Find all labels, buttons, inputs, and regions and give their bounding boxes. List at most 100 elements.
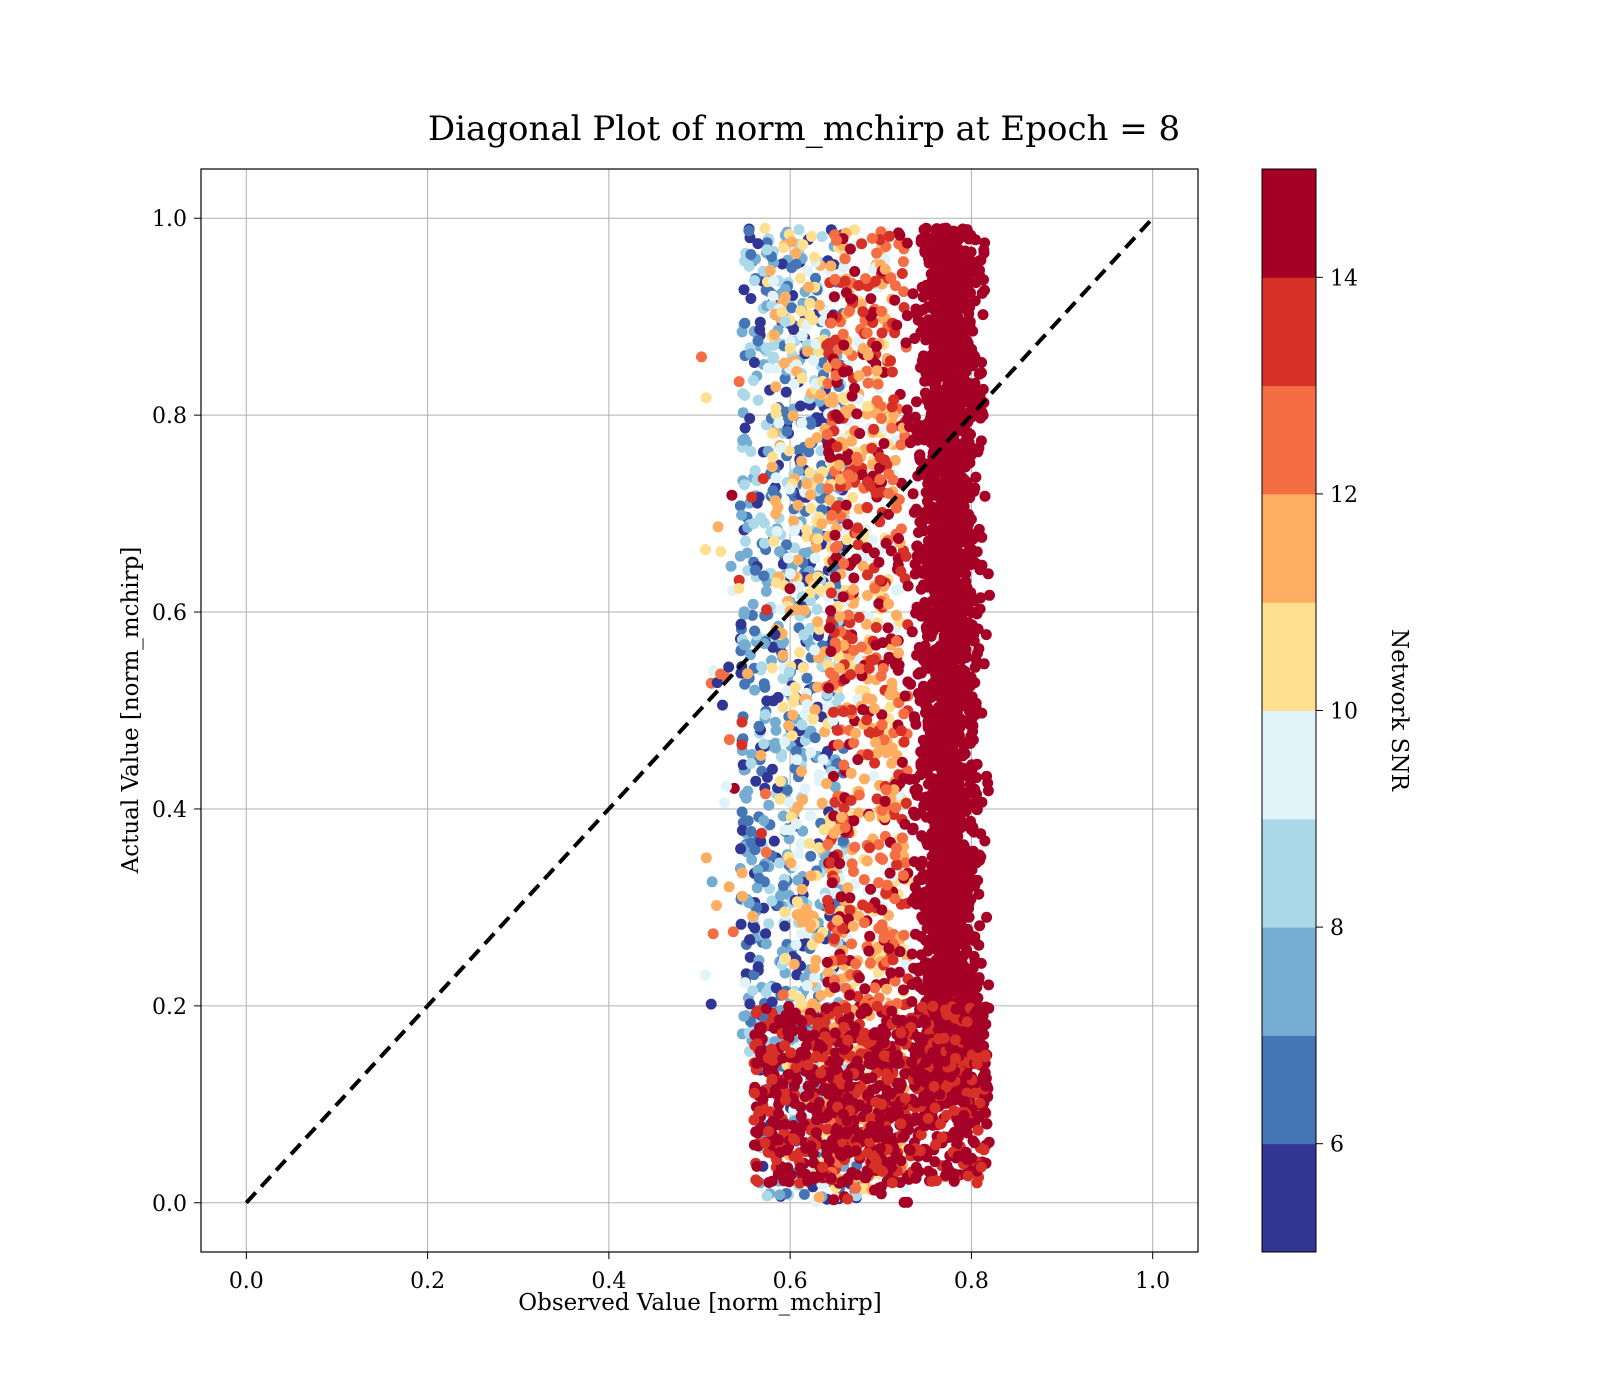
scatter-point [781, 426, 793, 437]
scatter-point [827, 714, 839, 726]
scatter-point [885, 355, 896, 367]
scatter-point [758, 570, 770, 582]
scatter-point [926, 524, 938, 536]
scatter-point [943, 857, 955, 869]
scatter-point [839, 275, 851, 287]
scatter-point [767, 428, 778, 439]
scatter-point [801, 478, 813, 490]
scatter-point [749, 275, 760, 287]
scatter-point [889, 975, 901, 987]
scatter-point [853, 789, 865, 801]
scatter-point [911, 789, 923, 801]
scatter-point [884, 701, 896, 713]
scatter-point [968, 824, 979, 836]
scatter-point [832, 540, 843, 552]
scatter-point [747, 985, 759, 997]
scatter-point [822, 894, 834, 906]
scatter-point [861, 327, 873, 339]
scatter-point [918, 321, 929, 333]
scatter-point [790, 939, 802, 951]
scatter-point [779, 920, 791, 932]
scatter-point [802, 265, 814, 277]
scatter-point [900, 337, 912, 349]
scatter-point [900, 550, 912, 562]
scatter-point [805, 746, 817, 758]
scatter-point [937, 266, 948, 277]
scatter-point [793, 581, 805, 593]
scatter-point [837, 835, 849, 847]
scatter-point [861, 855, 873, 867]
scatter-point [752, 864, 764, 876]
scatter-point [752, 335, 764, 347]
scatter-point [898, 286, 910, 298]
scatter-point [948, 449, 960, 461]
scatter-point [979, 490, 991, 502]
scatter-point [926, 850, 938, 862]
scatter-point [752, 238, 764, 250]
scatter-point [886, 757, 898, 769]
scatter-point [937, 481, 949, 493]
scatter-point [853, 280, 865, 291]
scatter-point [931, 326, 943, 338]
scatter-point [859, 773, 870, 785]
scatter-point [778, 242, 790, 254]
scatter-point [734, 500, 746, 512]
scatter-point [842, 407, 854, 419]
scatter-point [818, 824, 830, 836]
scatter-point [796, 372, 808, 384]
scatter-point [844, 892, 856, 904]
scatter-point [781, 784, 793, 796]
scatter-point [943, 609, 955, 621]
scatter-point [962, 268, 974, 280]
scatter-point [745, 293, 757, 304]
scatter-point [743, 897, 755, 909]
scatter-point [839, 253, 851, 265]
scatter-point [934, 842, 946, 854]
scatter-point [919, 375, 931, 387]
scatter-point [969, 377, 981, 389]
scatter-point [771, 362, 783, 374]
scatter-point [809, 732, 821, 744]
scatter-point [813, 932, 825, 944]
scatter-point [843, 469, 854, 481]
scatter-point [838, 366, 850, 378]
scatter-point [919, 913, 931, 925]
scatter-point [829, 637, 841, 649]
scatter-point [893, 966, 905, 978]
scatter-point [885, 272, 897, 284]
scatter-point [745, 826, 757, 837]
scatter-point [743, 260, 755, 272]
scatter-point [896, 756, 908, 768]
scatter-point [923, 579, 935, 591]
scatter-point [816, 797, 828, 809]
scatter-point [848, 815, 860, 827]
scatter-point [866, 232, 878, 244]
scatter-point [813, 842, 825, 854]
scatter-point [796, 765, 807, 777]
scatter-point [748, 518, 760, 530]
scatter-point [797, 662, 809, 674]
scatter-point [898, 1196, 910, 1208]
scatter-point [886, 422, 898, 434]
scatter-point [783, 796, 795, 808]
scatter-point [766, 895, 778, 907]
scatter-point [875, 413, 887, 424]
scatter-point [875, 852, 886, 864]
scatter-point [745, 758, 757, 769]
scatter-point [805, 870, 817, 882]
scatter-point [845, 767, 857, 779]
scatter-point [842, 882, 854, 894]
scatter-point [832, 500, 844, 512]
scatter-point [853, 972, 865, 984]
scatter-point [866, 442, 878, 454]
scatter-point [854, 663, 866, 675]
scatter-point [968, 988, 980, 1000]
scatter-point [847, 491, 859, 503]
scatter-point [895, 566, 907, 577]
scatter-point [905, 678, 917, 690]
scatter-point [790, 258, 802, 270]
scatter-point [912, 419, 924, 431]
scatter-point [911, 396, 922, 408]
scatter-point [948, 983, 960, 995]
